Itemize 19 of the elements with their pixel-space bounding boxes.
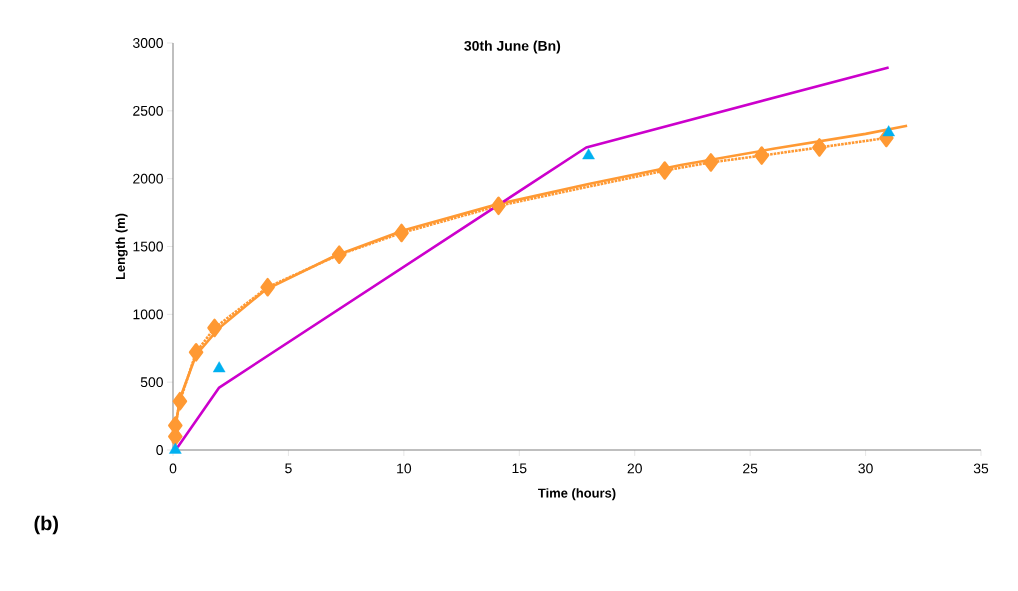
x-tick-label: 15 (512, 463, 527, 474)
y-tick-label: 0 (156, 445, 163, 455)
y-tick-label: 500 (140, 377, 163, 388)
y-tick-label: 3000 (133, 38, 163, 48)
x-tick-label: 0 (169, 463, 177, 474)
y-axis-title: Length (m) (115, 213, 128, 280)
x-tick-label: 20 (627, 463, 642, 474)
x-tick-label: 25 (743, 463, 758, 474)
y-tick-label: 2000 (133, 173, 163, 184)
x-tick-label: 5 (285, 463, 292, 474)
y-tick-label: 2500 (133, 105, 163, 116)
y-tick-label: 1500 (133, 241, 163, 252)
x-tick-label: 35 (973, 463, 989, 474)
x-axis-title: Time (hours) (538, 488, 616, 501)
chart-title: 30th June (Bn) (464, 40, 561, 54)
x-tick-label: 10 (397, 463, 412, 474)
x-tick-label: 30 (858, 463, 873, 474)
text: (b) (34, 515, 58, 535)
y-tick-label: 1000 (133, 309, 163, 320)
